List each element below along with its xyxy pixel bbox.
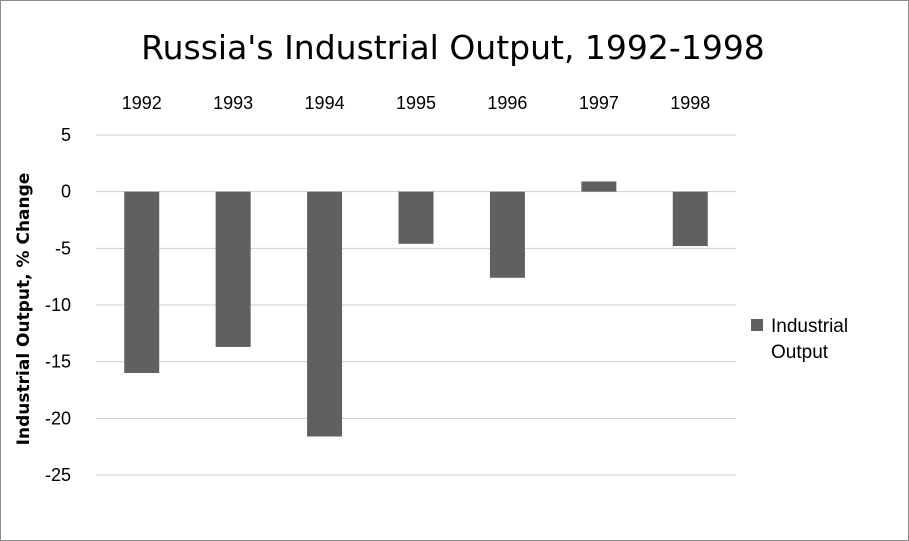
bar-1996 xyxy=(489,191,525,278)
legend: Industrial Output xyxy=(751,316,853,363)
category-label-1993: 1993 xyxy=(213,93,253,113)
bar-1997 xyxy=(581,181,617,192)
category-labels: 1992 1993 1994 1995 1996 1997 1998 xyxy=(122,93,711,113)
category-label-1998: 1998 xyxy=(670,93,710,113)
y-axis-ticks: 5 0 -5 -10 -15 -20 -25 xyxy=(45,125,71,485)
y-tick-label: -5 xyxy=(55,238,71,258)
bar-1993 xyxy=(215,191,251,347)
gridlines xyxy=(96,134,736,476)
legend-label-line-2: Output xyxy=(771,342,829,363)
y-tick-label: -20 xyxy=(45,408,71,428)
category-label-1995: 1995 xyxy=(396,93,436,113)
bar-1998 xyxy=(672,191,708,247)
bars xyxy=(124,181,708,437)
y-tick-label: 0 xyxy=(61,182,71,202)
legend-label: Industrial Output xyxy=(771,316,853,363)
y-tick-label: -25 xyxy=(45,465,71,485)
y-axis-title: Industrial Output, % Change xyxy=(14,173,34,446)
chart-title: Russia's Industrial Output, 1992-1998 xyxy=(141,28,765,67)
bar-1992 xyxy=(124,191,160,373)
legend-swatch xyxy=(751,319,763,331)
y-tick-label: 5 xyxy=(61,125,71,145)
legend-label-line-1: Industrial xyxy=(771,316,848,337)
category-label-1992: 1992 xyxy=(122,93,162,113)
y-tick-label: -10 xyxy=(45,295,71,315)
category-label-1994: 1994 xyxy=(305,93,345,113)
category-label-1997: 1997 xyxy=(579,93,619,113)
bar-1995 xyxy=(398,191,434,244)
y-tick-label: -15 xyxy=(45,352,71,372)
category-label-1996: 1996 xyxy=(487,93,527,113)
bar-1994 xyxy=(307,191,343,437)
